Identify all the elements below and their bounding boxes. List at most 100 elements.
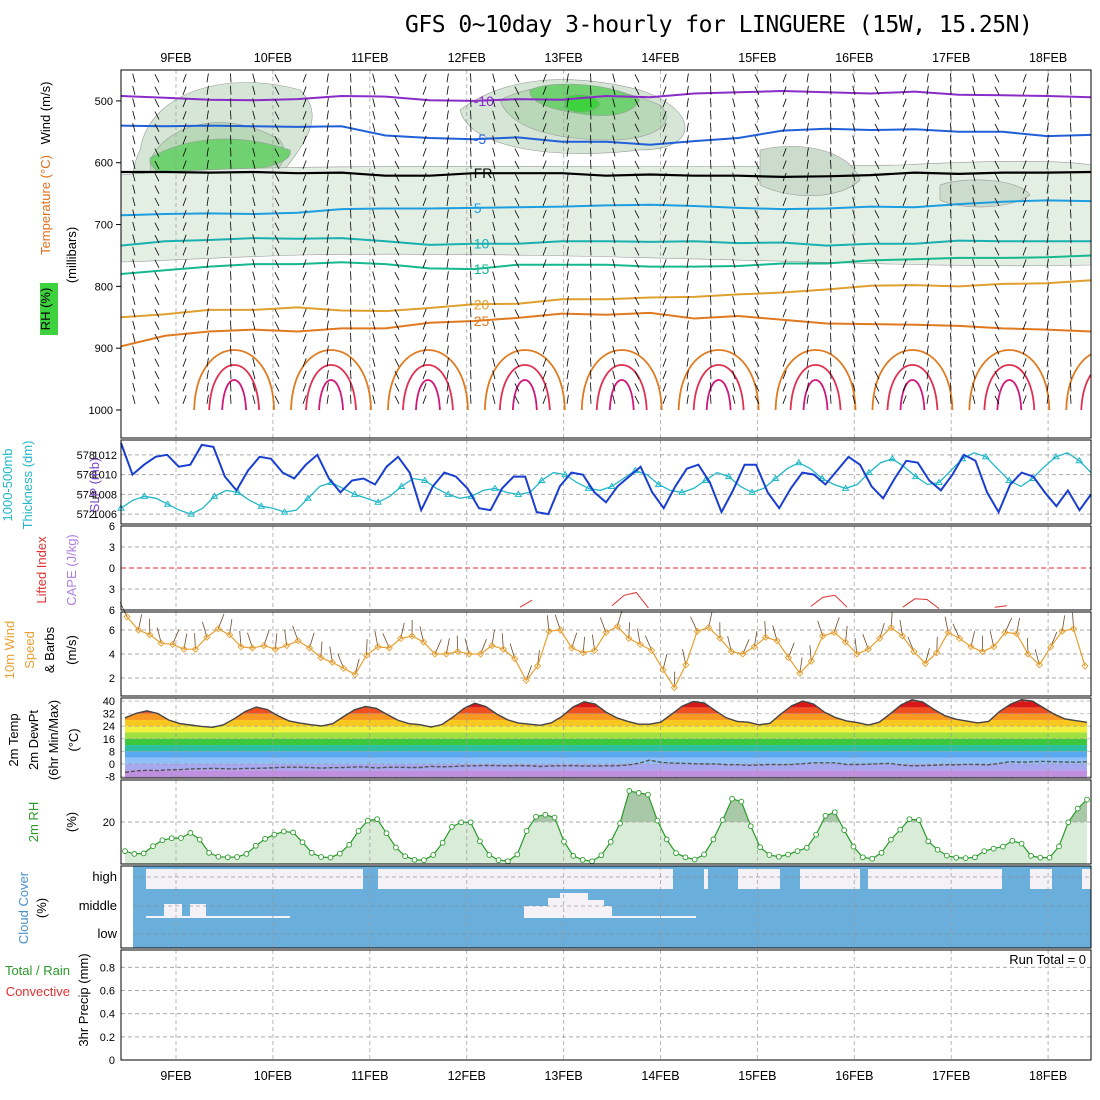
temp-tick: 16 bbox=[103, 734, 115, 746]
li-tick: 0 bbox=[109, 563, 115, 575]
wind-barb bbox=[274, 395, 280, 405]
wind-barb bbox=[446, 234, 449, 244]
wind-barb bbox=[830, 370, 832, 380]
wind-barb bbox=[634, 333, 640, 343]
date-label-top: 16FEB bbox=[835, 51, 873, 65]
wind-barb bbox=[1070, 135, 1072, 145]
wind-barb bbox=[252, 345, 256, 355]
thickness-point bbox=[233, 488, 242, 495]
rh-point bbox=[589, 858, 595, 865]
wind-barb bbox=[1022, 234, 1027, 244]
wind-barb bbox=[830, 295, 832, 305]
wind-barb bbox=[372, 184, 376, 194]
isotherm-label: 5 bbox=[474, 200, 482, 216]
rh-point bbox=[841, 827, 848, 833]
wind-barb bbox=[950, 382, 952, 392]
wind-barb bbox=[492, 160, 496, 170]
contour-35 bbox=[886, 364, 939, 410]
wind-barb bbox=[634, 148, 640, 157]
wind-barb bbox=[252, 85, 256, 95]
wind-barb bbox=[662, 123, 667, 132]
wind-barb bbox=[874, 136, 880, 145]
wind-barb bbox=[902, 135, 907, 145]
wind-barb bbox=[902, 395, 907, 404]
wind-barb bbox=[662, 185, 667, 194]
wind-barb bbox=[302, 197, 307, 207]
isotherm-label: 10 bbox=[474, 236, 490, 252]
wind-barb bbox=[230, 85, 232, 95]
wind-barb bbox=[994, 111, 1000, 120]
wind-barb bbox=[230, 209, 232, 219]
wind-barb bbox=[950, 221, 952, 231]
wind-barb bbox=[662, 333, 667, 343]
wind-barb bbox=[634, 383, 640, 392]
wind-barb bbox=[710, 308, 712, 318]
wind-barb bbox=[612, 271, 616, 281]
wind-barb bbox=[274, 247, 280, 256]
wind-barb bbox=[542, 345, 547, 355]
wind-barb bbox=[830, 246, 832, 256]
wind-barb bbox=[566, 197, 569, 207]
wind-barb bbox=[350, 122, 352, 132]
contour-40 bbox=[1094, 380, 1100, 410]
wind-speed-point bbox=[351, 670, 359, 679]
date-label-top: 18FEB bbox=[1029, 51, 1067, 65]
rh-point bbox=[421, 857, 427, 863]
wind-barb bbox=[182, 222, 187, 231]
wind-barb bbox=[686, 73, 689, 83]
wind-barb bbox=[514, 395, 520, 405]
rh-point bbox=[159, 837, 166, 844]
wind-barb bbox=[782, 296, 787, 306]
rh-point bbox=[224, 854, 231, 861]
wind-barb bbox=[926, 345, 929, 355]
wind-barb bbox=[590, 357, 592, 367]
wind-speed-point bbox=[340, 664, 348, 673]
wind-barb bbox=[252, 370, 256, 380]
wind-barb bbox=[422, 321, 427, 330]
cloud-gap-high bbox=[146, 869, 363, 889]
wind-barb bbox=[874, 321, 880, 330]
rh-point bbox=[280, 828, 287, 835]
wind-barb bbox=[326, 283, 329, 293]
wind-barb bbox=[754, 160, 760, 170]
wind-barb bbox=[514, 197, 520, 207]
lifted-index-segment bbox=[994, 605, 1007, 608]
wind-barb bbox=[492, 258, 496, 268]
wind-barb bbox=[394, 296, 400, 306]
wind-barb bbox=[154, 160, 160, 170]
wind-barb bbox=[470, 258, 472, 268]
wind-barb bbox=[372, 110, 376, 120]
wind-barb bbox=[830, 196, 832, 207]
wind-barb bbox=[754, 234, 760, 244]
wind-barb bbox=[806, 73, 809, 83]
wind-barb bbox=[686, 197, 689, 207]
wind-barb bbox=[492, 234, 496, 244]
dewpoint-line bbox=[124, 759, 1088, 774]
wind-barb bbox=[422, 98, 427, 108]
wind-barb bbox=[182, 321, 187, 330]
wind-barb bbox=[710, 159, 712, 169]
rh-point bbox=[486, 852, 493, 858]
cloud-unit: (%) bbox=[34, 898, 49, 918]
wind-barb bbox=[754, 370, 760, 380]
wind-barb bbox=[634, 197, 640, 207]
contour-35 bbox=[1080, 373, 1091, 410]
wind-barb bbox=[446, 283, 449, 293]
wind-barb bbox=[686, 394, 689, 404]
rh-point bbox=[523, 828, 530, 834]
wind-barb bbox=[950, 234, 952, 244]
wind-barb bbox=[566, 295, 569, 305]
wind-barb bbox=[612, 246, 616, 256]
wind-barb bbox=[350, 135, 352, 145]
wind-barb bbox=[350, 258, 352, 268]
wind-barb bbox=[350, 172, 352, 182]
thickness-point bbox=[163, 500, 172, 507]
wind-barb bbox=[754, 346, 760, 355]
wind-barb bbox=[852, 85, 856, 95]
ytick-label: 500 bbox=[95, 96, 113, 108]
wind-barb bbox=[902, 308, 907, 318]
wind-barb bbox=[542, 160, 547, 170]
wind-barb bbox=[372, 246, 376, 256]
wind-barb bbox=[542, 308, 547, 318]
wind-barb bbox=[732, 197, 736, 207]
